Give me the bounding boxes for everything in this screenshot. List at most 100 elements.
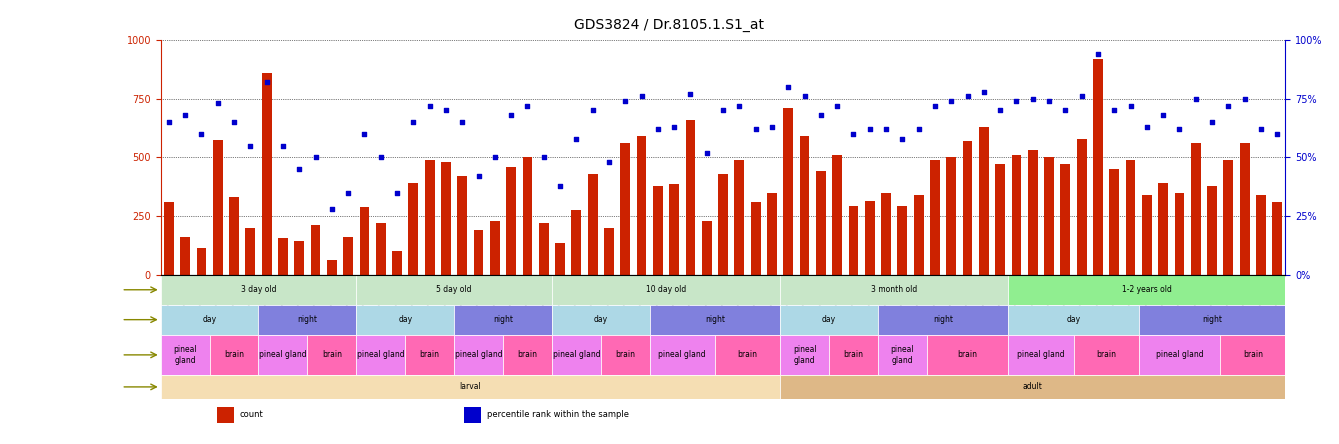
Bar xyxy=(181,237,190,275)
FancyBboxPatch shape xyxy=(552,335,601,375)
Text: night: night xyxy=(493,315,513,324)
Point xyxy=(1087,51,1109,58)
FancyBboxPatch shape xyxy=(878,335,927,375)
FancyBboxPatch shape xyxy=(356,275,552,305)
Point xyxy=(582,107,604,114)
FancyBboxPatch shape xyxy=(356,305,454,335)
Text: night: night xyxy=(933,315,953,324)
Text: night: night xyxy=(297,315,317,324)
Point xyxy=(957,93,979,100)
Point xyxy=(435,107,457,114)
Bar xyxy=(360,207,370,275)
Bar xyxy=(163,202,174,275)
Bar xyxy=(995,164,1006,275)
Bar xyxy=(620,143,631,275)
Text: brain: brain xyxy=(517,350,537,359)
Text: brain: brain xyxy=(1097,350,1117,359)
FancyBboxPatch shape xyxy=(781,305,878,335)
Bar xyxy=(424,160,435,275)
Bar xyxy=(295,241,304,275)
Bar xyxy=(931,160,940,275)
FancyBboxPatch shape xyxy=(781,335,829,375)
Bar xyxy=(670,184,679,275)
Text: brain: brain xyxy=(1243,350,1263,359)
Point xyxy=(1153,111,1174,119)
FancyBboxPatch shape xyxy=(878,305,1008,335)
Bar xyxy=(522,157,533,275)
Point xyxy=(419,102,441,109)
Point xyxy=(158,119,179,126)
Bar xyxy=(217,407,234,423)
FancyBboxPatch shape xyxy=(161,335,210,375)
Bar xyxy=(197,248,206,275)
FancyBboxPatch shape xyxy=(1008,305,1138,335)
Point xyxy=(1217,102,1239,109)
Point xyxy=(990,107,1011,114)
Point xyxy=(876,126,897,133)
Text: night: night xyxy=(1202,315,1223,324)
Point xyxy=(208,100,229,107)
FancyBboxPatch shape xyxy=(829,335,878,375)
Text: pineal gland: pineal gland xyxy=(553,350,600,359)
Point xyxy=(485,154,506,161)
Bar xyxy=(751,202,761,275)
Bar xyxy=(506,167,516,275)
Point xyxy=(565,135,586,142)
Bar xyxy=(588,174,597,275)
Text: brain: brain xyxy=(615,350,635,359)
Bar xyxy=(1093,59,1103,275)
Point xyxy=(1055,107,1077,114)
Bar xyxy=(465,407,481,423)
Point xyxy=(256,79,277,86)
Text: 1-2 years old: 1-2 years old xyxy=(1122,285,1172,294)
Bar xyxy=(653,186,663,275)
Text: 10 day old: 10 day old xyxy=(645,285,686,294)
Bar xyxy=(1011,155,1022,275)
Bar xyxy=(718,174,728,275)
FancyBboxPatch shape xyxy=(210,335,258,375)
Point xyxy=(762,123,783,131)
Bar xyxy=(686,120,695,275)
Point xyxy=(1006,98,1027,105)
Bar xyxy=(979,127,988,275)
Bar xyxy=(392,251,402,275)
Bar xyxy=(245,228,256,275)
Point xyxy=(1201,119,1223,126)
Bar xyxy=(1060,164,1070,275)
Point xyxy=(826,102,848,109)
Point xyxy=(1251,126,1272,133)
Point xyxy=(517,102,538,109)
Point xyxy=(1235,95,1256,102)
Bar xyxy=(1240,143,1249,275)
Point xyxy=(240,142,261,149)
FancyBboxPatch shape xyxy=(1008,275,1285,305)
Text: pineal gland: pineal gland xyxy=(358,350,404,359)
Bar xyxy=(343,237,353,275)
Bar xyxy=(767,193,777,275)
Point xyxy=(1169,126,1190,133)
Text: night: night xyxy=(704,315,724,324)
Point xyxy=(451,119,473,126)
Text: brain: brain xyxy=(738,350,758,359)
Point xyxy=(663,123,684,131)
Bar xyxy=(441,162,451,275)
Point xyxy=(321,206,343,213)
FancyBboxPatch shape xyxy=(927,335,1008,375)
Bar xyxy=(327,260,336,275)
Text: GDS3824 / Dr.8105.1.S1_at: GDS3824 / Dr.8105.1.S1_at xyxy=(574,18,765,32)
FancyBboxPatch shape xyxy=(258,335,308,375)
Bar xyxy=(1190,143,1201,275)
FancyBboxPatch shape xyxy=(1220,335,1285,375)
Text: 3 day old: 3 day old xyxy=(241,285,276,294)
FancyBboxPatch shape xyxy=(161,375,781,399)
Text: percentile rank within the sample: percentile rank within the sample xyxy=(487,410,629,419)
Bar xyxy=(1224,160,1233,275)
Text: 5 day old: 5 day old xyxy=(437,285,471,294)
Text: adult: adult xyxy=(1023,382,1043,392)
Point xyxy=(615,98,636,105)
Bar xyxy=(947,157,956,275)
FancyBboxPatch shape xyxy=(503,335,552,375)
Point xyxy=(940,98,961,105)
Text: brain: brain xyxy=(321,350,341,359)
Point xyxy=(353,131,375,138)
